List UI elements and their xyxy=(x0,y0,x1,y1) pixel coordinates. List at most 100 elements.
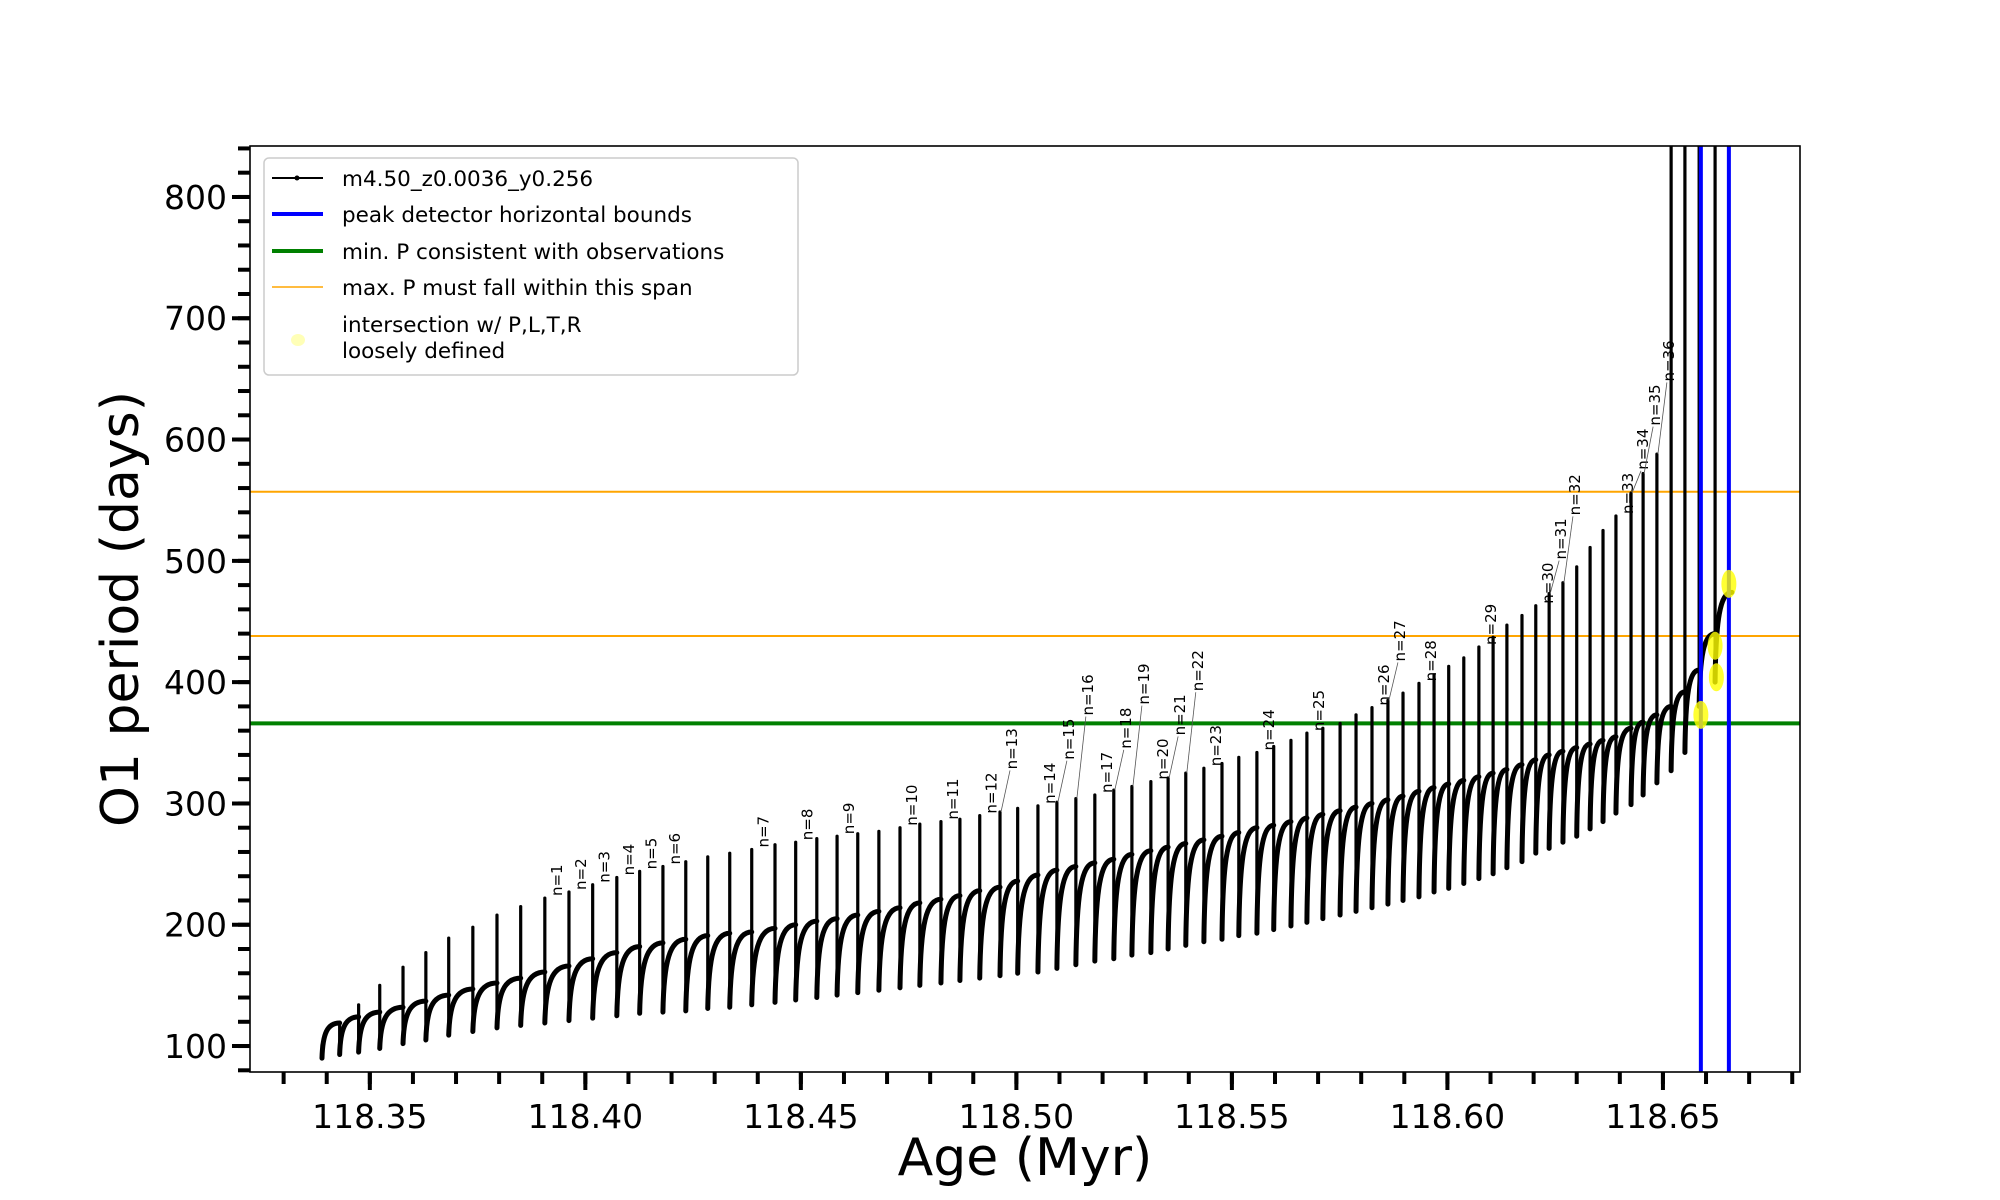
y-tick-label: 400 xyxy=(164,663,227,702)
x-axis-ticks: 118.35 118.40 118.45 118.50 118.55 118.60 118.… xyxy=(281,1072,1795,1136)
vertical-bound-lines xyxy=(1698,146,1731,1072)
y-axis-label: O1 period (days) xyxy=(91,391,151,827)
cycle-curve xyxy=(1600,734,1619,825)
cycle-label: n=24 xyxy=(1260,709,1278,750)
legend-entry-peak-bounds: peak detector horizontal bounds xyxy=(272,203,692,228)
cycle-curve xyxy=(614,944,643,1019)
cycle-label: n=2 xyxy=(572,858,590,890)
cycle-label: n=16 xyxy=(1079,674,1097,715)
cycle-curve xyxy=(423,992,452,1043)
cycle-curve xyxy=(977,884,1003,981)
cycle-label: n=31 xyxy=(1552,518,1570,559)
intersection-markers xyxy=(1693,569,1737,729)
cycle-labels: n=1 n=2 n=3 n=4 n=5 n=6n=7 n=8 n=9 n=10 n=11 n=12n… xyxy=(548,340,1678,896)
cycle-curve xyxy=(1353,800,1375,914)
cycle-label: n=8 xyxy=(799,809,817,841)
cycle-label: n=1 xyxy=(548,864,566,896)
cycle-label: n=9 xyxy=(840,803,858,835)
x-tick-label: 118.50 xyxy=(959,1097,1074,1136)
y-tick-label: 800 xyxy=(164,178,227,217)
x-tick-label: 118.40 xyxy=(528,1097,643,1136)
cycle-curve xyxy=(1183,837,1207,948)
legend-entry-intersection: intersection w/ P,L,T,R loosely defined xyxy=(291,313,582,364)
cycle-curve xyxy=(1092,856,1117,964)
legend-entry-series: m4.50_z0.0036_y0.256 xyxy=(272,167,593,192)
cycle-curve xyxy=(518,969,548,1028)
cycle-curve xyxy=(1560,745,1580,845)
cycle-curve xyxy=(1254,822,1277,936)
label-leader-line xyxy=(1563,516,1574,583)
cycle-curve xyxy=(1111,851,1135,962)
cycle-label: n=17 xyxy=(1098,752,1116,793)
cycle-curve xyxy=(1369,797,1391,911)
cycle-curve xyxy=(1129,848,1154,958)
cycle-curve xyxy=(566,956,596,1024)
cycle-label: n=28 xyxy=(1422,640,1440,681)
cycle-curve xyxy=(319,1020,343,1061)
legend: m4.50_z0.0036_y0.256 peak detector horiz… xyxy=(263,157,799,376)
legend-label: m4.50_z0.0036_y0.256 xyxy=(342,167,593,192)
cycle-label: n=21 xyxy=(1171,694,1189,735)
cycle-label: n=15 xyxy=(1060,719,1078,760)
label-leader-line xyxy=(1657,382,1668,455)
cycle-curve xyxy=(1288,815,1310,929)
cycle-label: n=33 xyxy=(1619,473,1637,514)
horizontal-reference-lines xyxy=(250,490,1800,726)
cycle-curve xyxy=(590,950,620,1021)
cycle-curve xyxy=(1236,825,1260,939)
cycle-curve xyxy=(1446,777,1467,891)
intersection-point xyxy=(1707,631,1723,660)
cycle-curve xyxy=(683,933,711,1014)
cycle-curve xyxy=(377,1004,406,1051)
x-tick-label: 118.35 xyxy=(312,1097,427,1136)
cycle-curve xyxy=(876,905,903,993)
y-tick-label: 600 xyxy=(164,421,227,460)
cycle-label: n=30 xyxy=(1539,563,1557,604)
intersection-point xyxy=(1693,700,1709,729)
cycle-curve xyxy=(1271,819,1294,933)
legend-label-line2: loosely defined xyxy=(342,339,505,364)
y-tick-label: 500 xyxy=(164,542,227,581)
cycle-curve xyxy=(1490,766,1510,877)
cycle-curve xyxy=(1385,793,1406,907)
cycle-curve xyxy=(1400,788,1422,903)
x-tick-label: 118.55 xyxy=(1174,1097,1289,1136)
cycle-label: n=22 xyxy=(1189,650,1207,691)
legend-label: min. P consistent with observations xyxy=(342,240,724,265)
cycle-label: n=5 xyxy=(643,838,661,870)
cycle-curve xyxy=(1574,741,1593,839)
cycle-label: n=29 xyxy=(1482,604,1500,645)
legend-box xyxy=(263,157,799,376)
cycle-curve xyxy=(637,940,666,1016)
cycle-label: n=23 xyxy=(1207,725,1225,766)
cycle-curve xyxy=(1519,757,1539,865)
cycle-curve xyxy=(705,930,733,1011)
cycle-curve xyxy=(1533,752,1552,856)
cycle-curve xyxy=(1587,737,1606,832)
x-tick-label: 118.45 xyxy=(743,1097,858,1136)
legend-entry-min-p: min. P consistent with observations xyxy=(272,240,724,265)
legend-dot-icon xyxy=(294,175,300,181)
cycle-curve xyxy=(749,925,778,1008)
cycle-curve xyxy=(542,963,572,1026)
cycle-label: n=34 xyxy=(1634,429,1652,470)
y-axis-ticks: 100 200 300 400 500 600 700 800 xyxy=(164,146,250,1073)
cycle-label: n=18 xyxy=(1117,708,1135,749)
cycle-curve xyxy=(356,1009,383,1055)
cycle-curve xyxy=(1054,864,1079,971)
cycle-curve xyxy=(1073,860,1098,968)
cycle-label: n=35 xyxy=(1646,384,1664,425)
cycle-label: n=6 xyxy=(666,833,684,865)
cycle-curve xyxy=(1682,667,1702,755)
cycle-curve xyxy=(917,896,944,988)
cycle-curve xyxy=(1304,811,1326,925)
cycle-curve xyxy=(957,888,983,984)
cycle-curve xyxy=(1148,844,1171,956)
label-leader-line xyxy=(1132,705,1143,787)
cycle-label: n=4 xyxy=(620,844,638,876)
cycle-curve xyxy=(1504,762,1525,871)
cycle-label: n=32 xyxy=(1566,474,1584,515)
legend-ellipse-icon xyxy=(291,334,305,346)
cycle-curve xyxy=(337,1014,362,1058)
